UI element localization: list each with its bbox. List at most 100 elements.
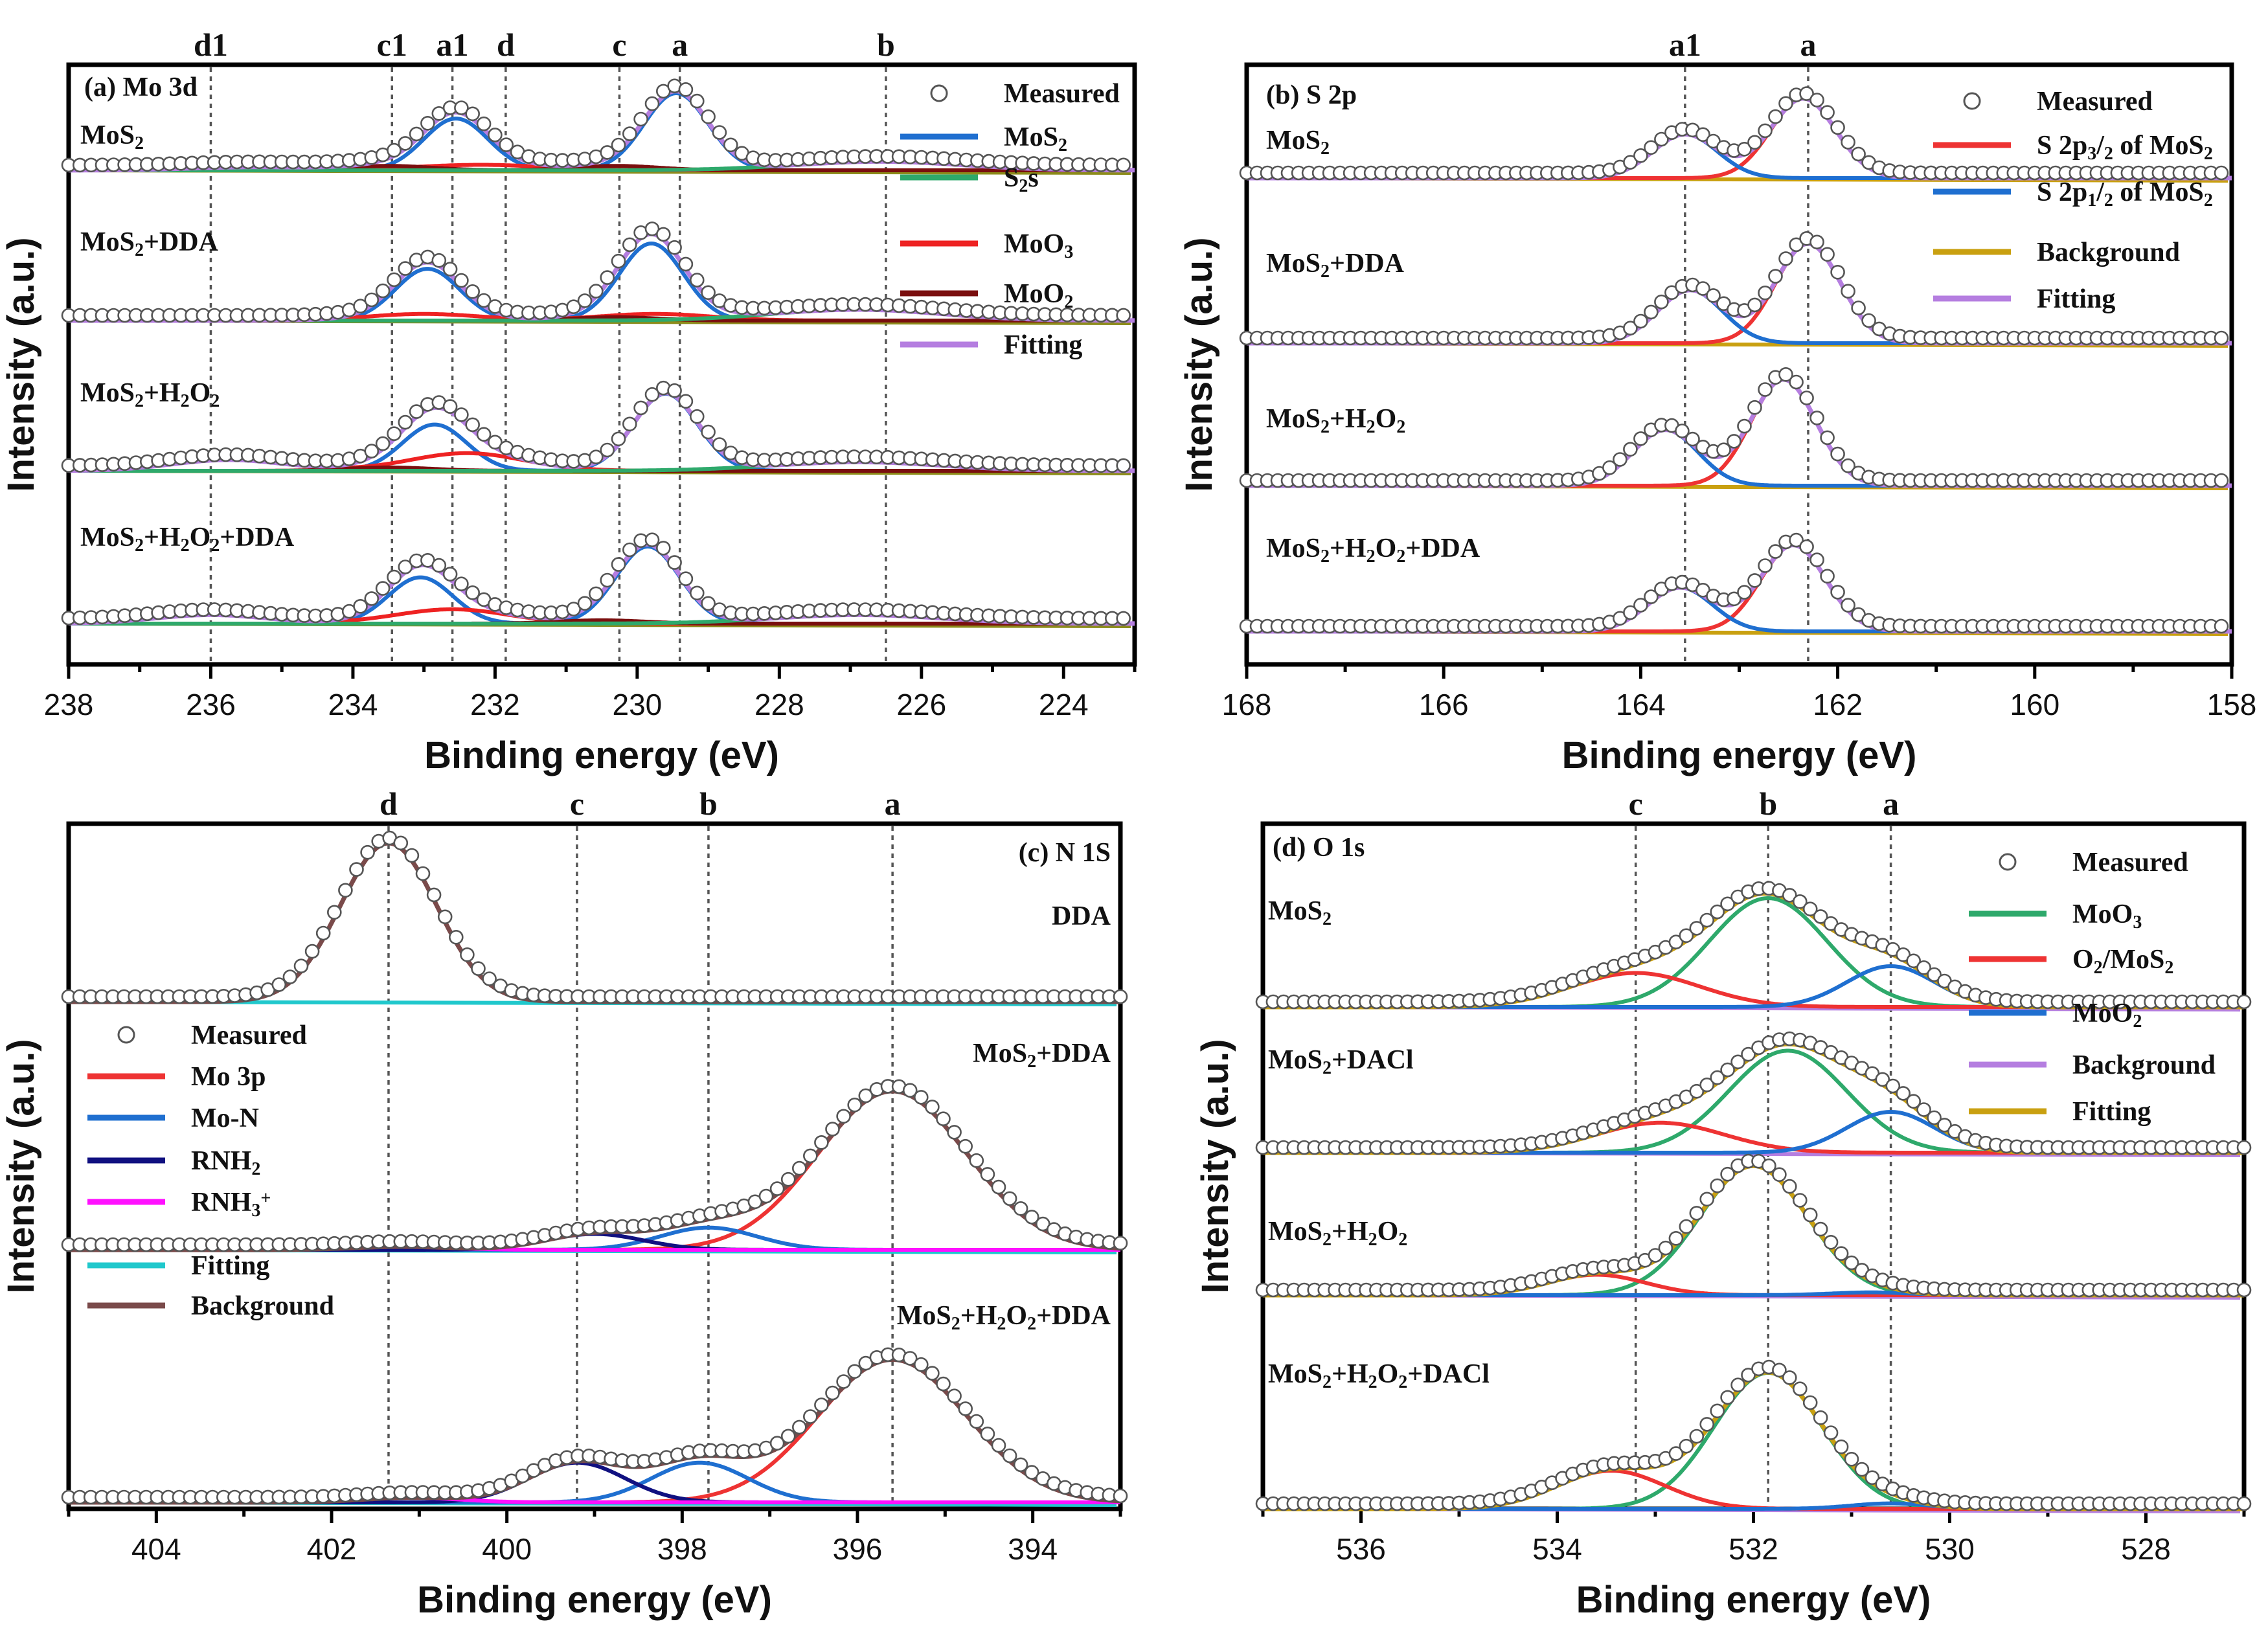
x-tick-label: 404 <box>131 1532 181 1566</box>
measured-point <box>1654 294 1669 310</box>
legend: Measured Mo 3p Mo-N RNH2 RNH3+ Fitting Backgro… <box>87 1021 334 1321</box>
legend-item-background: Background <box>87 1291 334 1321</box>
legend-label: Background <box>191 1291 334 1321</box>
x-tick-label: 232 <box>470 688 520 721</box>
measured-point <box>1623 155 1638 170</box>
measured-point <box>431 253 447 268</box>
measured-point <box>1013 1201 1028 1216</box>
measured-point <box>902 1351 918 1366</box>
measured-point <box>476 427 492 442</box>
measured-point <box>1820 569 1835 584</box>
measured-point <box>326 905 342 920</box>
x-tick-label: 396 <box>833 1532 883 1566</box>
measured-point <box>1699 912 1714 928</box>
measured-point <box>442 567 458 582</box>
measured-point <box>1727 434 1741 449</box>
legend-item-measured: Measured <box>1963 87 2153 117</box>
measured-point <box>1865 1470 1880 1486</box>
measured-point <box>1809 552 1824 567</box>
measured-point <box>1813 1410 1828 1425</box>
measured-point <box>1113 1236 1128 1250</box>
peak-label-a: a <box>672 27 688 63</box>
measured-point <box>393 835 409 851</box>
measured-point <box>656 227 671 242</box>
measured-point <box>1668 1231 1684 1246</box>
measured-point <box>803 1148 818 1164</box>
measured-point <box>1772 1362 1787 1378</box>
measured-point <box>1841 598 1855 613</box>
measured-point <box>1896 1086 1911 1101</box>
legend-label: Mo-N <box>191 1103 259 1133</box>
legend-label: Fitting <box>2037 284 2115 314</box>
legend-label: MoO2 <box>2072 999 2142 1032</box>
measured-point <box>936 1111 951 1126</box>
legend: Measured MoO3 O2/MoS2 MoO2 Background Fitting <box>1969 848 2216 1127</box>
legend-item-moo2: MoO2 <box>1969 999 2142 1032</box>
measured-point <box>409 126 424 142</box>
measured-point <box>1644 589 1659 604</box>
measured-point <box>431 558 447 573</box>
measured-point <box>1809 411 1824 425</box>
fitting-curve <box>68 1357 1121 1505</box>
peak-label-a: a <box>885 786 901 822</box>
legend-label: MoS2 <box>1004 122 1067 155</box>
measured-point <box>1710 1403 1725 1419</box>
legend-marker-circle <box>930 84 948 102</box>
component-moo3 <box>1263 1371 2244 1511</box>
measured-point <box>1927 967 1942 982</box>
peak-label-c: c <box>570 786 584 822</box>
measured-point <box>1727 591 1741 607</box>
measured-point <box>1778 251 1793 266</box>
measured-point <box>825 1385 840 1401</box>
measured-point <box>398 560 413 574</box>
panel-c-n-1s: 404 402 400 398 396 394 Binding energy (eV) Int… <box>0 786 1128 1621</box>
x-tick-label: 394 <box>1008 1532 1058 1566</box>
legend-label: Mo 3p <box>191 1062 266 1092</box>
sample-label: MoS2+H2O2+DDA <box>80 523 295 556</box>
spectrum-mos2-h2o2: MoS2+H2O2 <box>1255 1153 2252 1300</box>
measured-point <box>667 555 682 570</box>
peak-label-b: b <box>1759 786 1777 822</box>
x-tick-label: 158 <box>2207 688 2257 721</box>
sample-label: MoS2+DACl <box>1268 1045 1414 1078</box>
measured-point <box>712 437 727 452</box>
peak-label-d: d <box>497 27 515 63</box>
measured-point <box>1841 284 1855 299</box>
legend-label: Measured <box>191 1021 307 1050</box>
y-axis-label: Intensity (a.u.) <box>1178 237 1220 492</box>
measured-point <box>611 253 626 269</box>
x-tick-label: 236 <box>186 688 236 721</box>
measured-point <box>1623 605 1638 620</box>
measured-point <box>1699 1192 1714 1207</box>
measured-point <box>1730 1377 1745 1392</box>
measured-point <box>349 862 364 877</box>
measured-point <box>476 116 492 131</box>
panel-b-s-2p: 168 166 164 162 160 158 Binding energy (eV) Int… <box>1178 27 2256 776</box>
measured-point <box>304 944 320 959</box>
x-tick-label: 532 <box>1729 1532 1778 1566</box>
measured-point <box>690 585 705 601</box>
sample-label: MoS2 <box>80 120 144 153</box>
measured-point <box>1695 281 1710 296</box>
measured-point <box>1778 96 1793 111</box>
component-rnh3-plus <box>68 841 1121 1004</box>
legend-item-measured: Measured <box>117 1021 307 1050</box>
measured-point <box>814 1135 829 1150</box>
measured-point <box>1762 1159 1776 1173</box>
measured-point <box>1695 127 1710 142</box>
measured-point <box>1710 904 1725 920</box>
measured-point <box>1799 390 1814 405</box>
sample-label: MoS2+DDA <box>80 227 219 260</box>
measured-point <box>723 137 738 153</box>
x-axis-label: Binding energy (eV) <box>424 734 779 776</box>
measured-point <box>454 273 469 288</box>
measured-point <box>1664 285 1679 300</box>
panel-label: (d) O 1s <box>1273 833 1365 863</box>
measured-point <box>2214 473 2229 488</box>
measured-point <box>1927 1110 1942 1125</box>
panel-a-mo-3d: 238 236 234 232 230 228 226 224 Binding energy (… <box>0 27 1137 776</box>
measured-point <box>442 399 458 414</box>
x-tick-label: 234 <box>328 688 378 721</box>
measured-point <box>415 866 431 881</box>
